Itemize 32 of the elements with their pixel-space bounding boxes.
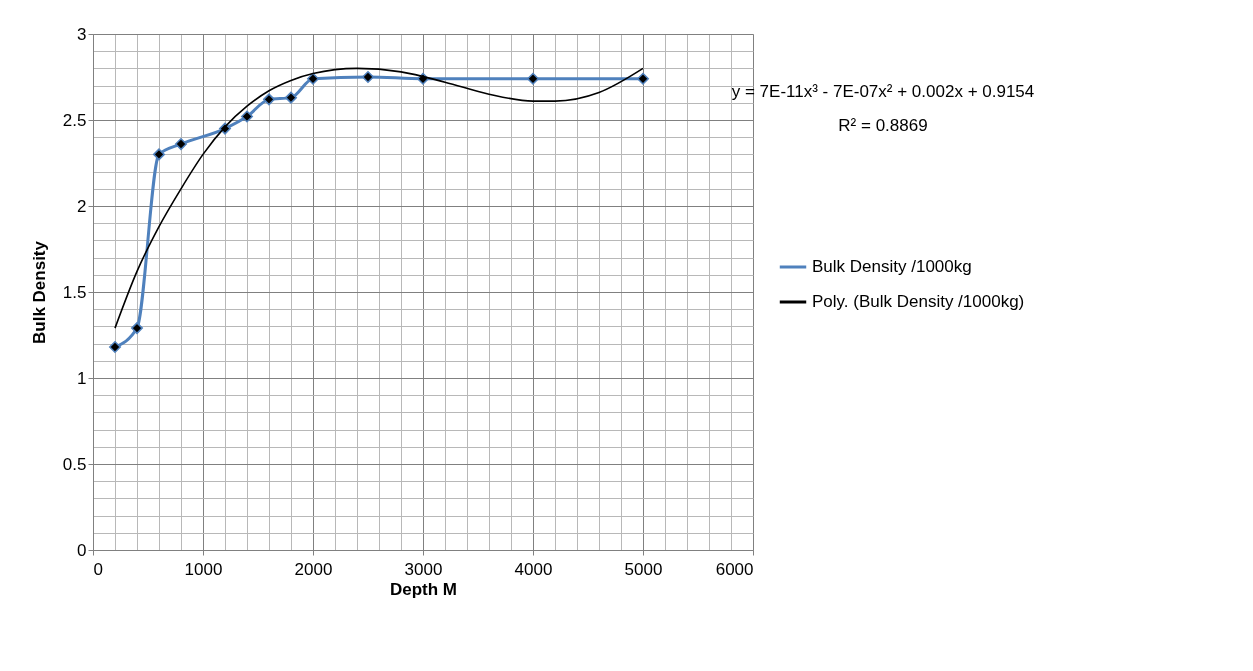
point [241, 110, 253, 123]
x-tick-label: 1000 [184, 559, 223, 579]
point [285, 91, 297, 104]
text: R² = 0.8869 [838, 116, 928, 135]
y-tick-label: 2.5 [62, 110, 87, 130]
point [263, 93, 275, 106]
point [109, 341, 121, 354]
y-tick-label: 3 [77, 24, 87, 44]
x-tick-label: 4000 [514, 559, 553, 579]
legend-label: Bulk Density /1000kg [812, 257, 972, 276]
x-tick-label: 0 [93, 559, 103, 579]
point [131, 322, 143, 335]
y-tick-label: 1 [77, 368, 87, 388]
point [153, 148, 165, 161]
x-tick-label: 2000 [294, 559, 333, 579]
y-tick-label: 1.5 [62, 282, 87, 302]
point [417, 72, 429, 85]
legend-label: Poly. (Bulk Density /1000kg) [812, 292, 1025, 311]
x-tick-label: 3000 [404, 559, 443, 579]
y-axis-title: Bulk Density [29, 240, 49, 344]
point [175, 138, 187, 151]
x-axis-title: Depth M [389, 579, 458, 599]
point [527, 72, 539, 85]
point [362, 71, 374, 83]
y-tick-label: 0.5 [62, 454, 87, 474]
annotation: y = 7E-11x³ - 7E-07x² + 0.002x + 0.9154 [731, 82, 1035, 101]
point [307, 72, 319, 85]
point [637, 72, 649, 85]
y-tick-label: 0 [77, 540, 87, 560]
x-tick-label: 5000 [624, 559, 663, 579]
x-tick-label: 6000 [715, 559, 754, 579]
y-tick-label: 2 [77, 196, 87, 216]
